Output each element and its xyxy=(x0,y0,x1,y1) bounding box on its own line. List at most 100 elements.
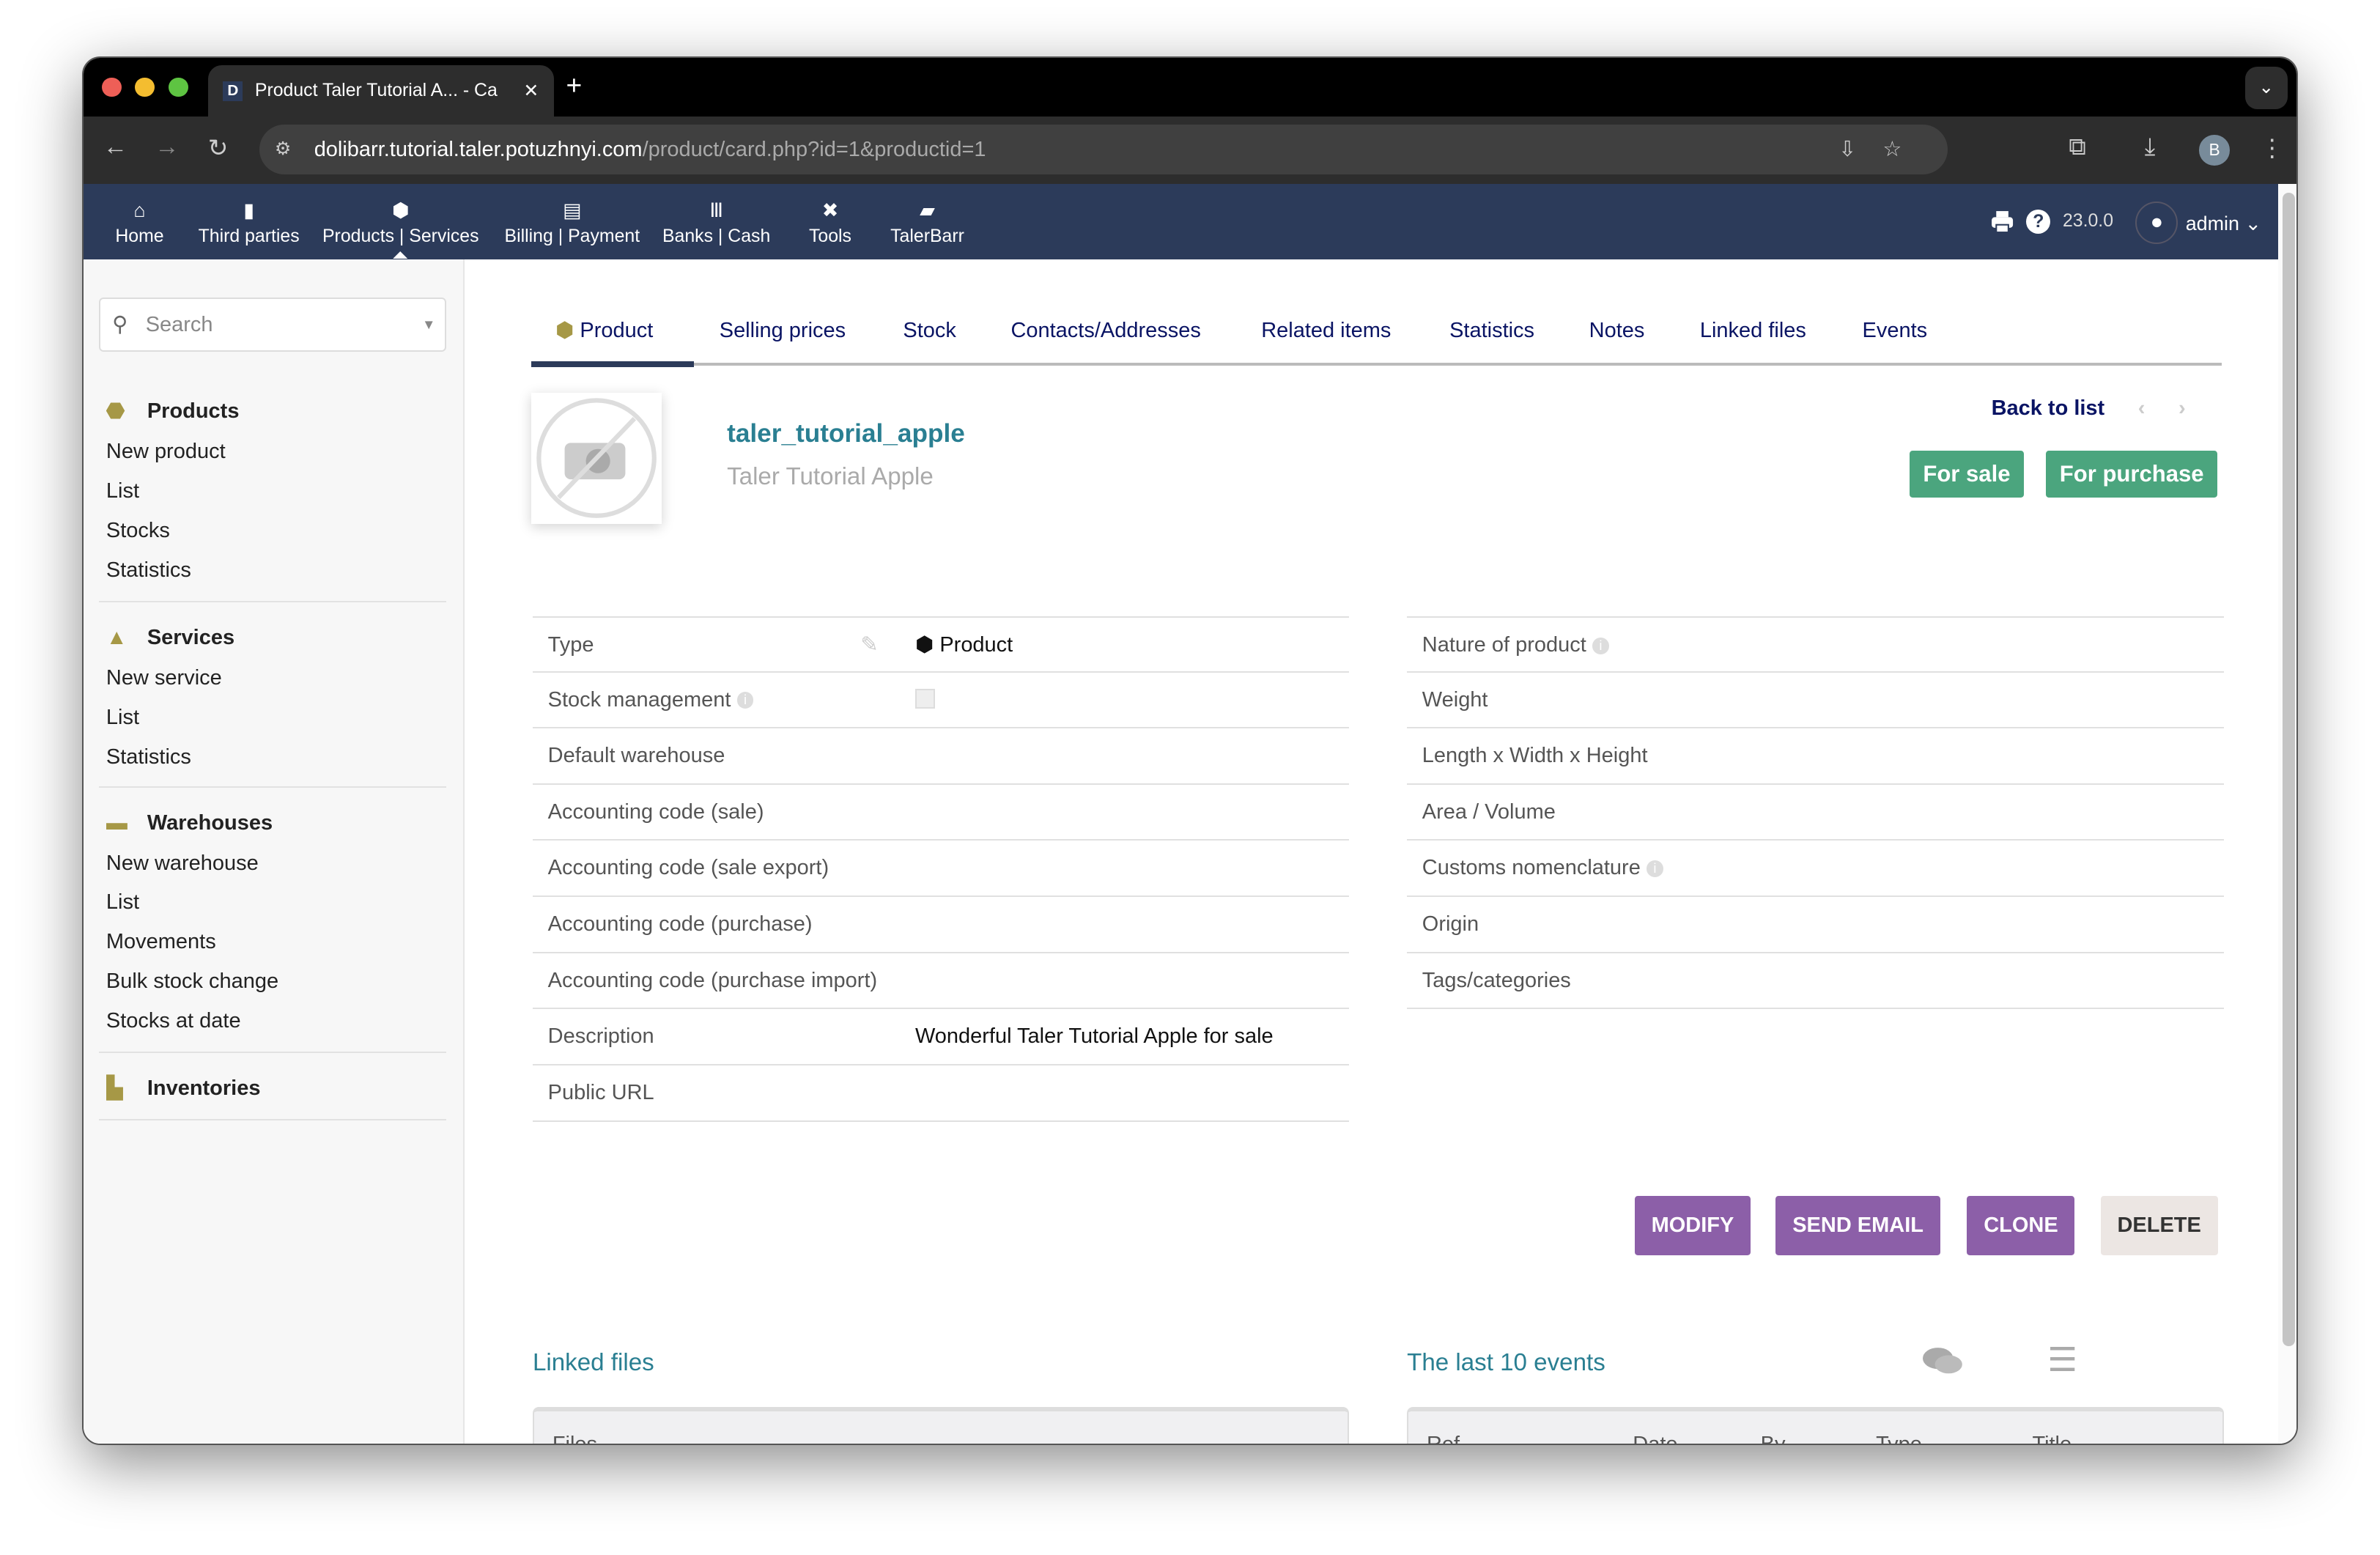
search-icon: ⚲ xyxy=(112,312,128,336)
minimize-window-button[interactable] xyxy=(135,77,155,97)
browser-tab[interactable]: D Product Taler Tutorial A... - Ca ✕ xyxy=(207,64,554,117)
user-avatar-icon[interactable]: ● xyxy=(2135,202,2178,245)
sidebar-heading-products[interactable]: ⬣ Products xyxy=(106,390,240,432)
sidebar-item-movements[interactable]: Movements xyxy=(106,930,216,954)
nav-banks-cash[interactable]: Ⅲ Banks | Cash xyxy=(662,196,770,246)
back-to-list-link[interactable]: Back to list ‹ › xyxy=(1992,396,2186,421)
column-header-type[interactable]: Type xyxy=(1876,1433,1922,1445)
column-header-by[interactable]: By xyxy=(1760,1433,1786,1445)
comments-icon[interactable] xyxy=(1923,1346,1963,1376)
field-value: ⬢ Product xyxy=(915,618,1013,673)
edit-pencil-icon[interactable]: ✎ xyxy=(860,632,879,657)
profile-avatar[interactable]: B xyxy=(2199,135,2230,166)
tab-events[interactable]: Events xyxy=(1862,318,1928,342)
sidebar-item-list[interactable]: List xyxy=(106,890,140,915)
sidebar-item-list[interactable]: List xyxy=(106,479,140,503)
new-tab-button[interactable]: + xyxy=(566,70,583,101)
maximize-window-button[interactable] xyxy=(168,77,188,97)
bookmark-star-icon[interactable]: ☆ xyxy=(1882,137,1902,161)
nav-talerbarr[interactable]: ▰ TalerBarr xyxy=(890,196,964,246)
field-row: Accounting code (purchase) xyxy=(532,897,1350,953)
sidebar-item-stocks-at-date[interactable]: Stocks at date xyxy=(106,1008,241,1033)
previous-icon[interactable]: ‹ xyxy=(2137,396,2146,420)
field-row: Length x Width x Height xyxy=(1407,728,2224,785)
user-name: admin xyxy=(2185,212,2240,234)
column-header-date[interactable]: ▲ Date xyxy=(1615,1411,1678,1445)
downloads-icon[interactable]: ⤓ xyxy=(2144,133,2156,161)
site-settings-icon[interactable]: ⚙ xyxy=(274,138,292,159)
sidebar-item-list[interactable]: List xyxy=(106,705,140,729)
tab-notes[interactable]: Notes xyxy=(1589,318,1645,342)
nav-products-services[interactable]: ⬢ Products | Services xyxy=(322,196,479,259)
field-label: Accounting code (purchase) xyxy=(547,912,813,937)
no-photo-icon xyxy=(536,398,657,519)
date-label: Date xyxy=(1633,1433,1678,1445)
scrollbar-thumb[interactable] xyxy=(2283,192,2295,1347)
sidebar-heading-inventories[interactable]: ▙ Inventories xyxy=(106,1067,261,1109)
tab-product[interactable]: ⬢ Product xyxy=(531,317,694,368)
browser-menu-icon[interactable]: ⋮ xyxy=(2260,135,2285,163)
column-header-ref[interactable]: Ref. xyxy=(1426,1433,1466,1445)
nav-home[interactable]: ⌂ Home xyxy=(115,196,163,246)
top-navbar: ⌂ Home ▮ Third parties ⬢ Products | Service… xyxy=(83,183,2279,260)
tab-selling-prices[interactable]: Selling prices xyxy=(719,318,846,342)
bank-icon: Ⅲ xyxy=(709,199,723,222)
sidebar-item-new-warehouse[interactable]: New warehouse xyxy=(106,851,259,875)
dropdown-arrow-icon[interactable]: ▼ xyxy=(422,316,436,332)
list-view-icon[interactable]: ☰ xyxy=(2047,1340,2078,1378)
sidebar-group-inventories: ▙ Inventories xyxy=(106,1067,261,1109)
sidebar-heading-services[interactable]: ▲ Services xyxy=(106,616,234,659)
forward-icon[interactable]: → xyxy=(155,133,180,161)
sidebar-item-new-service[interactable]: New service xyxy=(106,665,222,690)
field-row: Area / Volume xyxy=(1407,785,2224,841)
reload-icon[interactable]: ↻ xyxy=(207,135,229,163)
sidebar-item-stocks[interactable]: Stocks xyxy=(106,518,170,542)
print-icon[interactable] xyxy=(1990,210,2014,234)
back-icon[interactable]: ← xyxy=(103,133,128,161)
sidebar-item-bulk-stock-change[interactable]: Bulk stock change xyxy=(106,969,279,994)
sidebar-item-new-product[interactable]: New product xyxy=(106,440,226,464)
sidebar-heading-warehouses[interactable]: ▬ Warehouses xyxy=(106,802,278,844)
next-icon[interactable]: › xyxy=(2178,396,2186,420)
modify-button[interactable]: MODIFY xyxy=(1634,1196,1751,1255)
tab-related-items[interactable]: Related items xyxy=(1261,318,1392,342)
table-header: Ref. ▲ Date By Type Title xyxy=(1408,1411,2222,1445)
column-header-title[interactable]: Title xyxy=(2032,1433,2072,1445)
close-tab-icon[interactable]: ✕ xyxy=(523,81,539,102)
bell-icon: ▲ xyxy=(106,625,128,649)
status-badge-for-purchase[interactable]: For purchase xyxy=(2046,451,2218,498)
info-icon[interactable]: i xyxy=(736,692,754,709)
user-menu[interactable]: admin ⌄ xyxy=(2185,212,2262,234)
status-badge-for-sale[interactable]: For sale xyxy=(1909,451,2025,498)
nav-billing-payment[interactable]: ▤ Billing | Payment xyxy=(505,196,640,246)
install-app-icon[interactable]: ⇩ xyxy=(1838,137,1857,161)
nav-tools[interactable]: ✖ Tools xyxy=(809,196,851,246)
events-title: The last 10 events xyxy=(1407,1349,1605,1377)
extensions-icon[interactable]: ⧉ xyxy=(2069,133,2086,161)
nav-third-parties[interactable]: ▮ Third parties xyxy=(199,196,300,246)
nav-label: Products | Services xyxy=(322,226,479,246)
product-fields-left: Type ✎ ⬢ Product Stock management i Default… xyxy=(532,616,1350,1122)
search-input[interactable]: ⚲ Search ▼ xyxy=(98,297,446,352)
tab-stock[interactable]: Stock xyxy=(903,318,956,342)
nav-label: Home xyxy=(115,226,164,246)
help-icon[interactable]: ? xyxy=(2026,209,2051,234)
tab-linked-files[interactable]: Linked files xyxy=(1699,318,1806,342)
tab-contacts-addresses[interactable]: Contacts/Addresses xyxy=(1010,318,1201,342)
close-window-button[interactable] xyxy=(101,77,122,97)
field-label: Public URL xyxy=(547,1081,654,1105)
delete-button[interactable]: DELETE xyxy=(2100,1196,2218,1255)
clone-button[interactable]: CLONE xyxy=(1967,1196,2075,1255)
info-icon[interactable]: i xyxy=(1592,637,1609,654)
tab-statistics[interactable]: Statistics xyxy=(1449,318,1535,342)
sidebar-item-statistics[interactable]: Statistics xyxy=(106,745,191,769)
field-row: Tags/categories xyxy=(1407,953,2224,1010)
field-row: Public URL xyxy=(532,1065,1350,1122)
address-bar[interactable]: ⚙ dolibarr.tutorial.taler.potuzhnyi.com/… xyxy=(259,124,1948,175)
page-scrollbar[interactable] xyxy=(2278,183,2297,1444)
info-icon[interactable]: i xyxy=(1647,860,1663,878)
product-photo-placeholder[interactable] xyxy=(531,393,662,524)
send-email-button[interactable]: SEND EMAIL xyxy=(1775,1196,1940,1255)
tab-search-chevron-icon[interactable]: ⌄ xyxy=(2244,67,2288,110)
sidebar-item-statistics[interactable]: Statistics xyxy=(106,558,191,582)
